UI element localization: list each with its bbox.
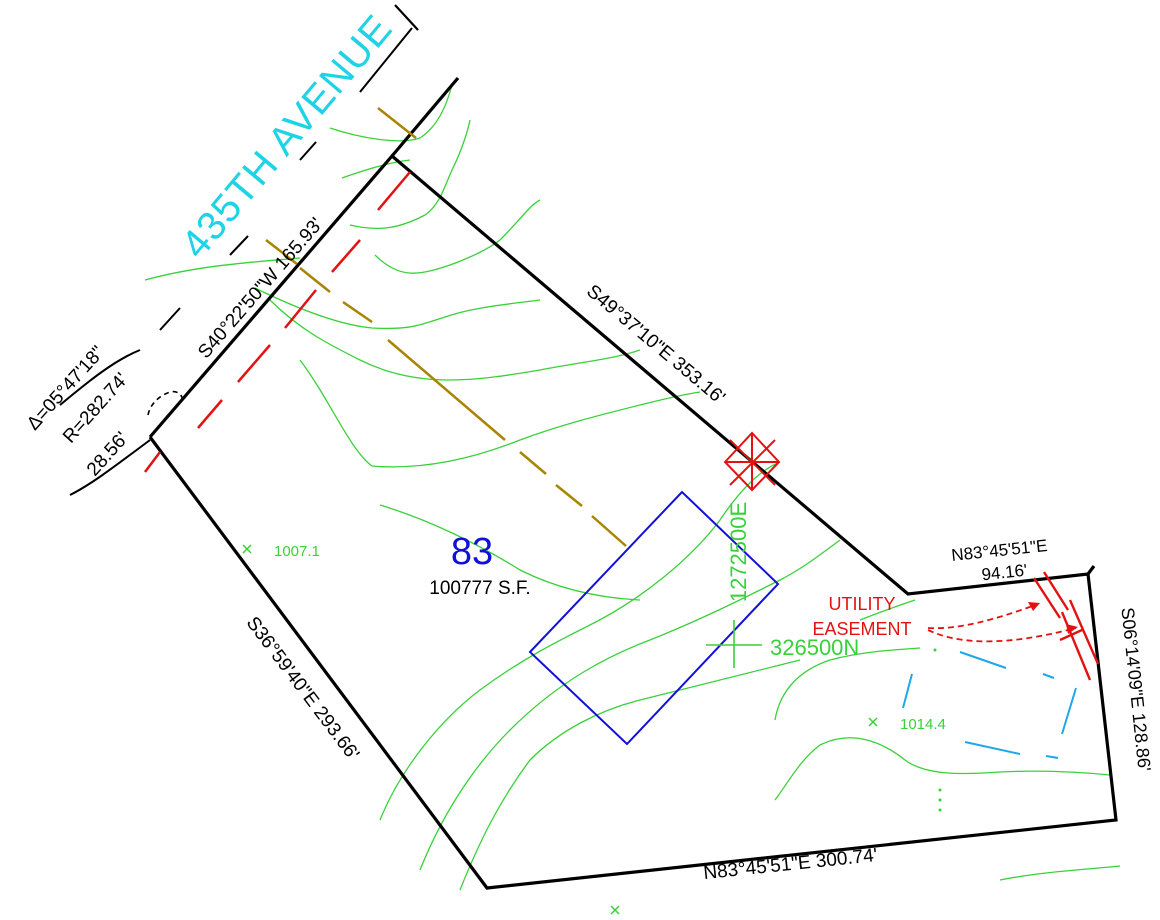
contour-line (144, 257, 301, 281)
contour-line (459, 659, 801, 891)
contour-line (374, 199, 541, 274)
monument-marker (723, 431, 781, 492)
easement-leaders (927, 603, 1077, 643)
ne-boundary-bearing: S49°37'10"E 353.16' (582, 281, 729, 409)
easement-arrowheads (1028, 602, 1078, 634)
contour-line (299, 359, 701, 468)
easement-label-line1: UTILITY (828, 594, 895, 614)
lot-number: 83 (451, 531, 493, 573)
south-boundary-bearing: N83°45'51"E 300.74' (702, 845, 878, 884)
contour-line (379, 504, 641, 601)
spot-elevation-marks (242, 544, 878, 915)
sw-boundary-bearing: S36°59'40"E 293.66' (242, 613, 363, 764)
lot-area: 100777 S.F. (429, 578, 530, 599)
easement-ticks (1032, 571, 1100, 681)
frontage-extension (390, 76, 460, 158)
contour-line (774, 647, 921, 721)
contour-line (379, 461, 781, 821)
contour-line (419, 539, 841, 871)
drainage-swale (902, 651, 1077, 759)
contour-line (269, 299, 641, 381)
contour-line (341, 159, 411, 179)
east-boundary-bearing: S06°14'09"E 128.86' (1117, 606, 1154, 772)
setback-line (144, 171, 411, 473)
right-of-way-lines (394, 4, 419, 31)
jog-bearing-label: N83°45'51"E (950, 536, 1048, 565)
utility-line (265, 107, 627, 547)
spot-elevation-label: 1014.4 (900, 716, 946, 733)
grid-tick (706, 620, 762, 668)
lot-boundary (148, 153, 1118, 890)
contour-lines (144, 84, 1121, 891)
jog-distance-label: 94.16' (981, 561, 1029, 585)
property-boundary (148, 76, 1118, 890)
grid-northing-label: 326500N (770, 635, 859, 660)
contour-line (774, 737, 1111, 801)
contour-line (329, 84, 453, 142)
grid-easting-label: 1272500E (726, 502, 751, 602)
easement-label-line2: EASEMENT (812, 619, 911, 639)
building-footprint (528, 490, 780, 746)
curve-arc-label: 28.56' (83, 428, 133, 480)
street-centerline (59, 27, 413, 496)
contour-line (254, 287, 541, 330)
spot-elevation-label: 1007.1 (274, 543, 320, 560)
contour-line (859, 599, 916, 621)
contour-line (999, 865, 1121, 881)
drainage-dots (933, 648, 942, 812)
curve-radius-mark (147, 390, 184, 416)
boundary-tick (1086, 565, 1096, 575)
